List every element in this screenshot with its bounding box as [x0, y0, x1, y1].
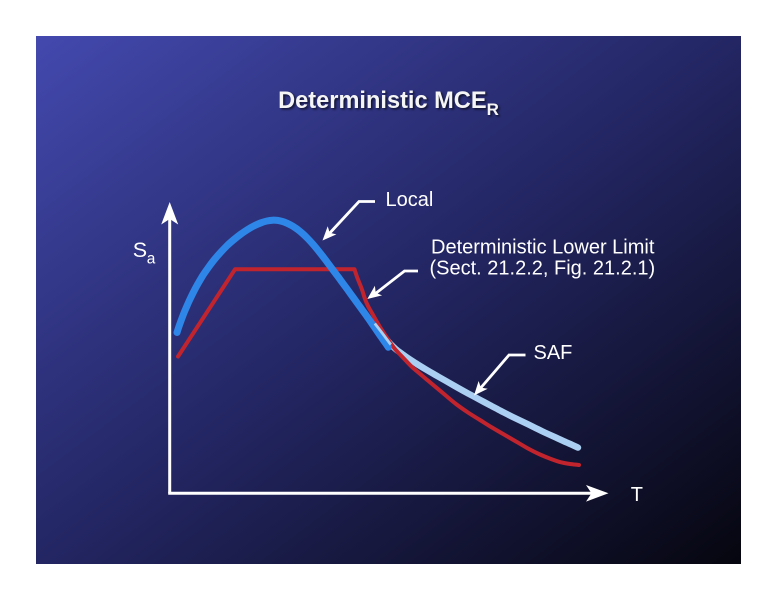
svg-text:S: S	[133, 238, 147, 262]
svg-text:Deterministic Lower Limit: Deterministic Lower Limit	[431, 237, 655, 259]
svg-text:Local: Local	[386, 189, 434, 211]
svg-text:T: T	[631, 484, 643, 506]
svg-text:SAF: SAF	[534, 342, 573, 364]
svg-text:(Sect. 21.2.2, Fig. 21.2.1): (Sect. 21.2.2, Fig. 21.2.1)	[430, 258, 656, 280]
svg-text:a: a	[147, 250, 156, 267]
